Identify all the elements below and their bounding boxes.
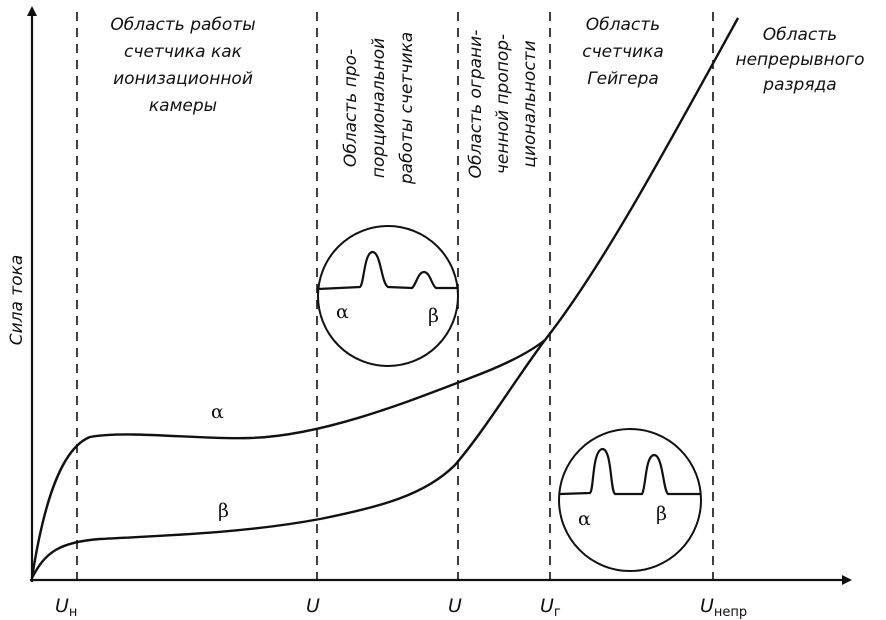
pulse-waveform (559, 447, 700, 496)
region-proportional-line-1: Область про- (341, 49, 361, 167)
region-label-proportional: Область про- порциональной работы счетчи… (341, 32, 417, 185)
region-limited-line-2: ченной пропор- (493, 34, 513, 174)
region-geiger-line-2: счетчика (582, 42, 664, 62)
region-continuous-line-2: непрерывного (735, 50, 864, 70)
inset-beta-label: β (428, 305, 439, 327)
tick-label-up: U (306, 595, 320, 617)
inset-beta-label: β (656, 503, 667, 525)
region-geiger-line-1: Область (586, 15, 660, 35)
inset-circle (558, 428, 702, 572)
region-limited-line-3: циональности (520, 40, 540, 167)
inset-circle (317, 225, 459, 367)
tick-labels: Uн U U Uг Uнепр (55, 595, 747, 620)
region-label-ionization: Область работы счетчика как ионизационно… (110, 15, 255, 116)
tick-label-unepr: Uнепр (700, 595, 747, 620)
region-continuous-line-1: Область (763, 25, 837, 45)
pulse-inset-geiger: α β (558, 428, 702, 572)
alpha-curve (30, 17, 740, 579)
region-proportional-line-2: порциональной (369, 38, 389, 178)
tick-label-ul: U (448, 595, 462, 617)
region-geiger-line-3: Гейгера (587, 69, 659, 89)
beta-curve (30, 339, 546, 579)
region-limited-line-1: Область ограни- (466, 30, 486, 179)
tick-label-un: Uн (55, 595, 77, 620)
region-ionization-line-4: камеры (149, 96, 217, 116)
region-continuous-line-3: разряда (762, 75, 836, 95)
inset-alpha-label: α (336, 301, 349, 323)
alpha-curve-label: α (211, 401, 224, 423)
inset-alpha-label: α (578, 508, 591, 530)
tick-label-ug: Uг (540, 595, 561, 620)
region-ionization-line-2: счетчика как (124, 42, 243, 62)
region-ionization-line-1: Область работы (110, 15, 255, 35)
region-label-geiger: Область счетчика Гейгера (582, 15, 664, 89)
pulse-waveform (317, 250, 458, 291)
y-axis-label: Сила тока (7, 255, 27, 346)
pulse-inset-proportional: α β (317, 225, 459, 367)
region-ionization-line-3: ионизационной (113, 69, 253, 89)
beta-curve-label: β (218, 500, 229, 522)
region-proportional-line-3: работы счетчика (397, 32, 417, 185)
region-label-continuous: Область непрерывного разряда (735, 25, 864, 95)
region-label-limited: Область ограни- ченной пропор- ционально… (466, 30, 540, 179)
